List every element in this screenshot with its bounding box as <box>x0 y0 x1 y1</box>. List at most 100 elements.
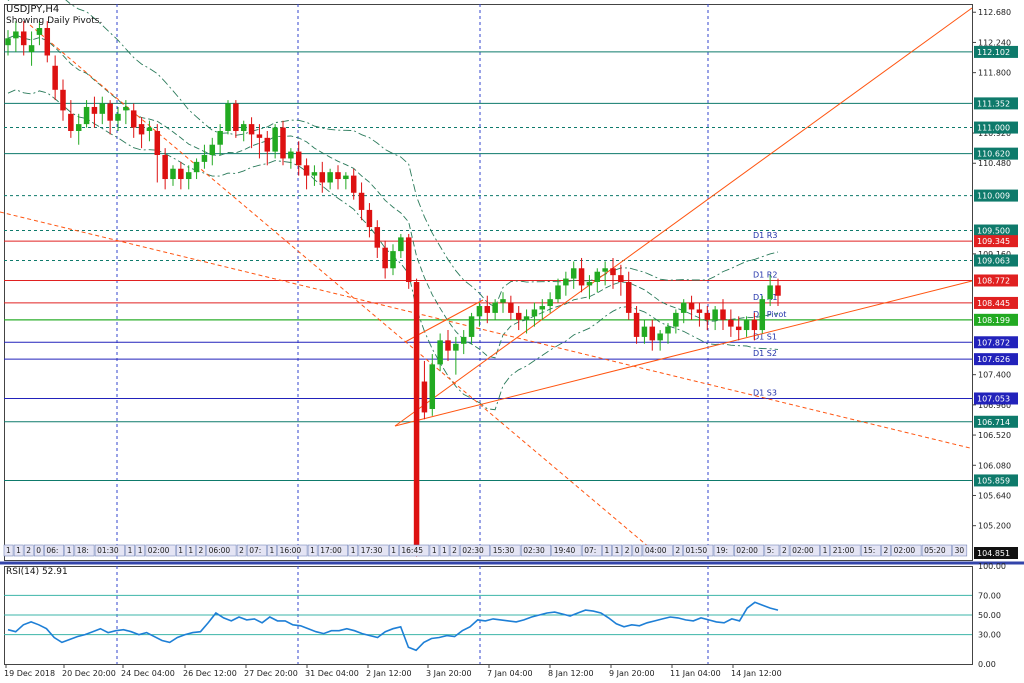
candle[interactable] <box>5 30 11 56</box>
candle[interactable] <box>350 168 357 200</box>
candle[interactable] <box>398 233 404 258</box>
candle[interactable] <box>233 100 239 138</box>
candle[interactable] <box>665 323 671 344</box>
candle[interactable] <box>610 257 616 289</box>
candle[interactable] <box>36 21 43 46</box>
candle[interactable] <box>508 295 514 320</box>
candle[interactable] <box>539 299 546 320</box>
candle[interactable] <box>657 330 663 351</box>
candle[interactable] <box>225 100 231 135</box>
candle[interactable] <box>453 336 459 375</box>
candle[interactable] <box>99 96 106 125</box>
candle[interactable] <box>170 165 176 186</box>
candle[interactable] <box>468 312 475 344</box>
candle[interactable] <box>460 330 467 355</box>
candle[interactable] <box>735 316 742 341</box>
candle[interactable] <box>578 257 585 293</box>
candle[interactable] <box>728 309 734 337</box>
candle[interactable] <box>476 302 483 327</box>
candle[interactable] <box>751 312 758 341</box>
candle[interactable] <box>280 120 286 166</box>
candle[interactable] <box>335 165 341 190</box>
candle[interactable] <box>107 100 113 135</box>
candle[interactable] <box>319 161 326 193</box>
candle[interactable] <box>405 233 412 289</box>
candle[interactable] <box>44 21 51 63</box>
candle[interactable] <box>193 158 200 180</box>
candle[interactable] <box>633 306 640 344</box>
candle[interactable] <box>492 299 498 320</box>
candle[interactable] <box>500 292 506 313</box>
candle[interactable] <box>570 261 577 289</box>
candle[interactable] <box>680 299 687 324</box>
candle[interactable] <box>649 319 656 351</box>
candle[interactable] <box>178 161 184 190</box>
candle[interactable] <box>594 268 601 293</box>
candle[interactable] <box>767 275 773 307</box>
candle[interactable] <box>115 106 121 131</box>
candle[interactable] <box>515 306 522 331</box>
candle[interactable] <box>138 117 145 149</box>
candle[interactable] <box>130 103 137 138</box>
candle[interactable] <box>696 302 703 327</box>
candle[interactable] <box>759 295 766 334</box>
candle[interactable] <box>437 333 443 372</box>
candle[interactable] <box>28 31 35 66</box>
candles-layer[interactable] <box>5 21 781 557</box>
candle[interactable] <box>311 165 318 186</box>
candle[interactable] <box>60 79 66 121</box>
candle[interactable] <box>185 165 192 190</box>
candle[interactable] <box>20 21 27 56</box>
candle[interactable] <box>618 264 624 296</box>
candle[interactable] <box>775 278 781 307</box>
candle[interactable] <box>272 124 278 159</box>
candle[interactable] <box>531 302 538 327</box>
candle[interactable] <box>83 100 90 128</box>
candle[interactable] <box>264 130 271 166</box>
candle[interactable] <box>673 309 679 334</box>
candle[interactable] <box>358 182 365 221</box>
candle[interactable] <box>712 306 718 331</box>
candle[interactable] <box>720 299 726 331</box>
candle[interactable] <box>382 240 388 279</box>
candle[interactable] <box>563 271 569 296</box>
candle[interactable] <box>240 120 247 142</box>
candle[interactable] <box>327 168 333 190</box>
candle[interactable] <box>201 144 208 169</box>
candle[interactable] <box>555 278 561 303</box>
candle[interactable] <box>217 124 223 156</box>
candle[interactable] <box>704 306 711 331</box>
candle[interactable] <box>288 148 294 169</box>
candle[interactable] <box>688 295 695 320</box>
candle[interactable] <box>123 100 129 125</box>
candle[interactable] <box>52 55 58 101</box>
candle[interactable] <box>154 124 161 183</box>
candle[interactable] <box>421 360 428 420</box>
candle[interactable] <box>248 117 255 149</box>
candle[interactable] <box>146 120 153 142</box>
candle[interactable] <box>743 316 750 337</box>
candle[interactable] <box>547 292 553 313</box>
candle[interactable] <box>209 137 216 166</box>
candle[interactable] <box>162 148 168 190</box>
candle[interactable] <box>625 271 632 320</box>
candle[interactable] <box>75 113 82 145</box>
candle[interactable] <box>445 330 451 361</box>
candle[interactable] <box>68 100 74 138</box>
candle[interactable] <box>256 124 263 159</box>
candle[interactable] <box>523 309 530 334</box>
candle[interactable] <box>641 319 648 344</box>
candle[interactable] <box>413 278 420 557</box>
candle[interactable] <box>602 261 608 286</box>
candle[interactable] <box>374 220 381 258</box>
candle[interactable] <box>13 21 19 53</box>
candle[interactable] <box>586 275 593 300</box>
candle[interactable] <box>429 354 436 416</box>
candle[interactable] <box>390 244 396 276</box>
candle[interactable] <box>366 203 373 238</box>
candle[interactable] <box>303 158 310 190</box>
candle[interactable] <box>295 141 302 176</box>
candle[interactable] <box>91 96 98 128</box>
candle[interactable] <box>343 172 349 190</box>
